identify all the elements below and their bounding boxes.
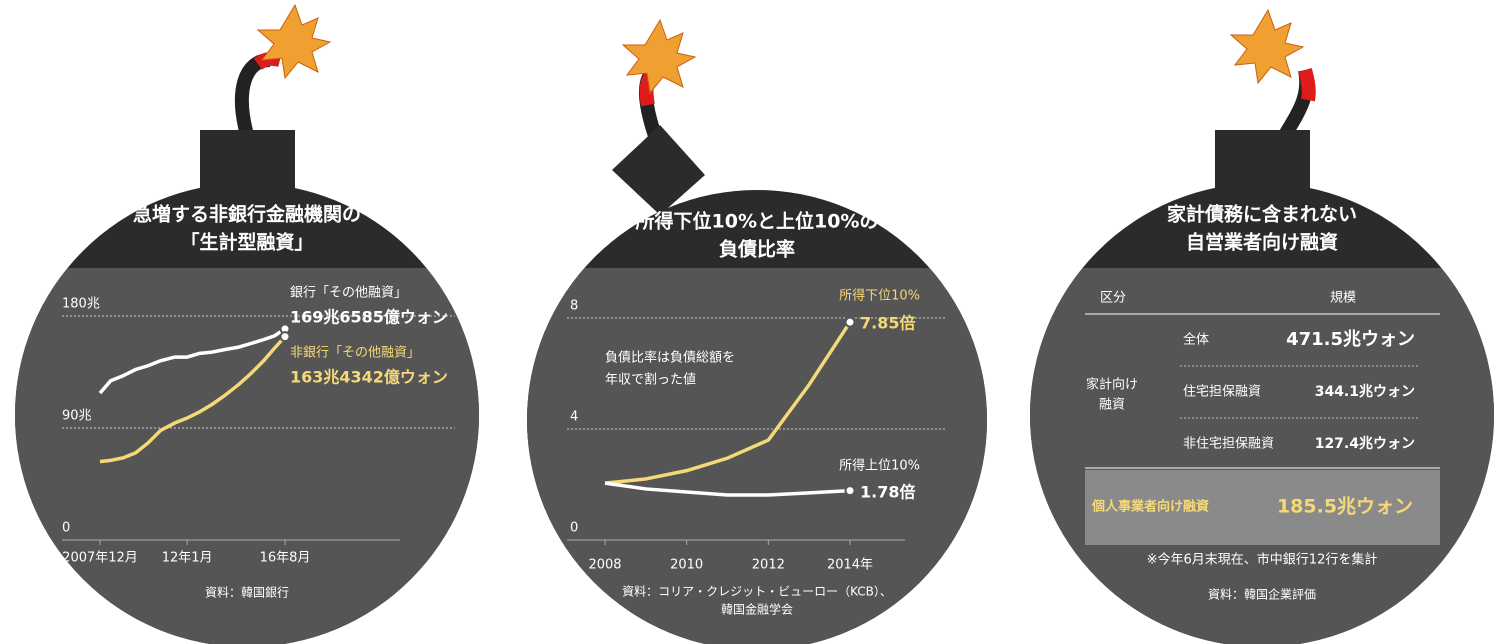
source: 資料：韓国企業評価	[1208, 587, 1316, 602]
series-line	[604, 321, 852, 485]
end-marker	[844, 316, 856, 328]
legend-label: 銀行「その他融資」	[290, 286, 407, 301]
annotation: 年収で割った値	[605, 372, 696, 388]
end-marker	[279, 331, 291, 343]
chart-title: 所得下位10%と上位10%の	[636, 210, 879, 233]
source: 韓国金融学会	[721, 602, 793, 617]
group-label: 融資	[1099, 398, 1125, 413]
end-label: 7.85倍	[860, 314, 915, 333]
row-value: 127.4兆ウォン	[1315, 436, 1415, 452]
y-tick-label: 0	[570, 521, 578, 536]
row-label: 住宅担保融資	[1183, 385, 1261, 400]
chart-title: 負債比率	[719, 238, 795, 261]
row-value: 471.5兆ウォン	[1286, 329, 1415, 350]
bomb	[527, 18, 987, 644]
end-label: 163兆4342億ウォン	[290, 368, 448, 387]
x-tick-label: 2007年12月	[62, 551, 138, 566]
x-tick-label: 2008	[588, 558, 621, 573]
x-tick-label: 2012	[752, 558, 785, 573]
source: 資料：コリア・クレジット・ビューロー（KCB）、	[622, 585, 892, 599]
chart-title: 急増する非銀行金融機関の	[133, 203, 361, 226]
y-tick-label: 180兆	[62, 297, 100, 312]
note: ※今年6月末現在、市中銀行12行を集計	[1147, 552, 1378, 568]
y-tick-label: 90兆	[62, 409, 92, 424]
x-tick-label: 12年1月	[162, 551, 213, 566]
highlight-box	[1085, 470, 1440, 545]
group-label: 家計向け	[1086, 377, 1138, 393]
highlight-value: 185.5兆ウォン	[1277, 496, 1413, 518]
annotation: 負債比率は負債総額を	[605, 350, 735, 366]
legend-label: 非銀行「その他融資」	[290, 346, 420, 361]
row-label: 全体	[1183, 332, 1209, 348]
table-title: 自営業者向け融資	[1186, 231, 1338, 254]
end-label: 1.78倍	[860, 483, 915, 502]
row-value: 344.1兆ウォン	[1315, 384, 1415, 400]
y-tick-label: 4	[570, 410, 578, 425]
series-line	[99, 335, 287, 464]
x-tick-label: 16年8月	[260, 551, 311, 566]
legend-label: 所得上位10%	[839, 458, 920, 474]
header: 規模	[1330, 291, 1356, 306]
highlight-label: 個人事業者向け融資	[1091, 499, 1209, 515]
x-tick-label: 2014年	[827, 558, 873, 573]
legend-label: 所得下位10%	[839, 288, 920, 304]
bomb	[15, 3, 479, 644]
end-marker	[844, 485, 856, 497]
source: 資料：韓国銀行	[205, 586, 289, 600]
chart-title: 「生計型融資」	[180, 231, 313, 254]
end-label: 169兆6585億ウォン	[290, 308, 448, 327]
bomb	[1030, 8, 1494, 644]
x-tick-label: 2010	[670, 558, 703, 573]
header: 区分	[1100, 291, 1126, 306]
y-tick-label: 8	[570, 299, 578, 314]
series-line	[604, 481, 851, 497]
y-tick-label: 0	[62, 521, 70, 536]
row-label: 非住宅担保融資	[1183, 437, 1274, 452]
table: 家計債務に含まれない 自営業者向け融資 区分 規模 家計向け 融資 全体 471…	[1086, 203, 1415, 602]
series-line	[98, 327, 286, 395]
table-title: 家計債務に含まれない	[1167, 203, 1357, 226]
